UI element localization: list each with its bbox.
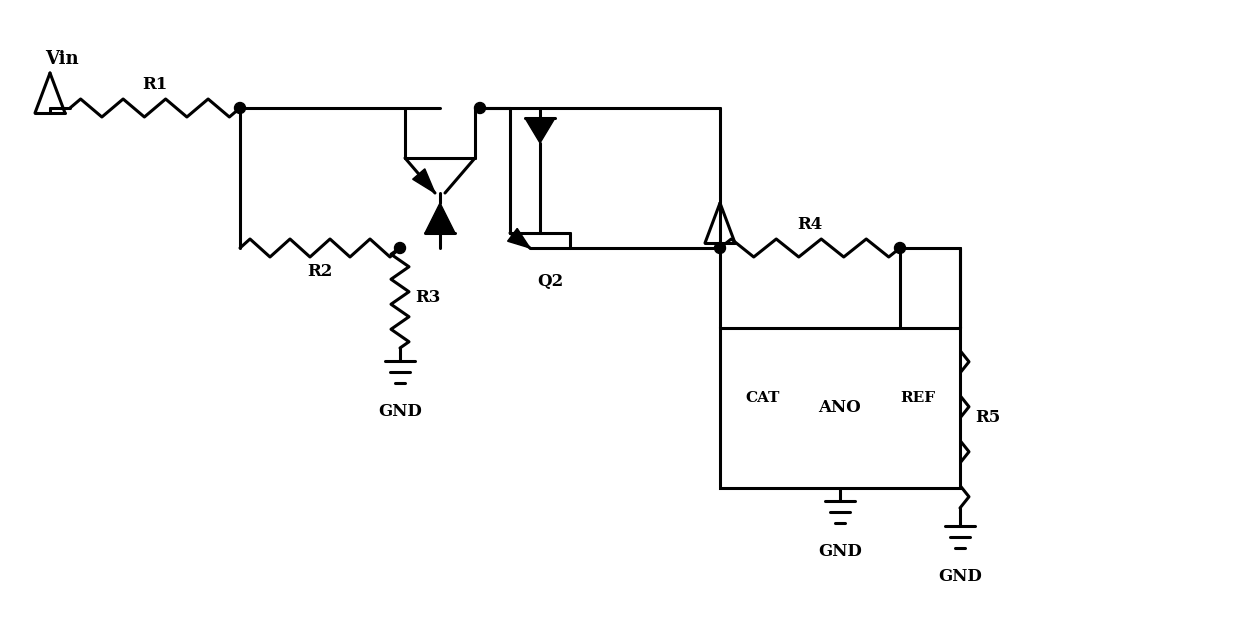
Text: R1: R1 (143, 76, 167, 93)
Text: R2: R2 (308, 263, 332, 280)
Polygon shape (413, 169, 435, 193)
Text: Q2: Q2 (537, 273, 563, 290)
Circle shape (714, 242, 725, 254)
Text: ANO: ANO (818, 399, 862, 416)
Circle shape (894, 242, 905, 254)
Text: GND: GND (818, 543, 862, 560)
Text: GND: GND (378, 403, 422, 420)
Text: R4: R4 (797, 216, 822, 233)
Polygon shape (425, 203, 455, 233)
Polygon shape (507, 229, 529, 248)
Text: GND: GND (939, 568, 982, 585)
Text: Vin: Vin (45, 50, 78, 68)
Circle shape (475, 102, 486, 114)
Text: REF: REF (900, 391, 935, 405)
Circle shape (234, 102, 246, 114)
Text: R5: R5 (975, 409, 1001, 426)
Text: R3: R3 (415, 290, 440, 306)
Bar (720, 328, 960, 488)
Polygon shape (525, 118, 556, 143)
Text: CAT: CAT (745, 391, 780, 405)
Circle shape (394, 242, 405, 254)
